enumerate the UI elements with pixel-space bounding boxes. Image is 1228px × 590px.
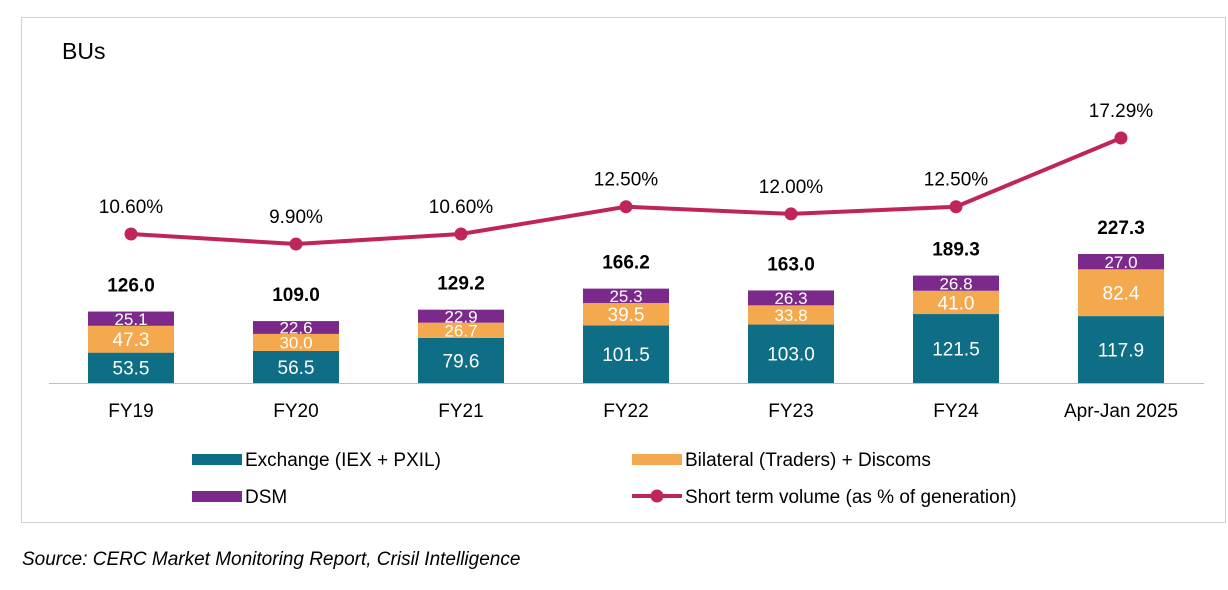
bar-value-label: 26.7 bbox=[444, 321, 477, 340]
bar-dsm bbox=[88, 311, 174, 326]
x-tick-label: FY24 bbox=[933, 401, 979, 422]
bar-value-label: 27.0 bbox=[1104, 253, 1137, 272]
y-axis-label: BUs bbox=[62, 38, 105, 64]
bar-dsm bbox=[913, 275, 999, 291]
legend-label: DSM bbox=[245, 487, 287, 508]
bar-dsm bbox=[583, 288, 669, 303]
bar-dsm bbox=[418, 309, 504, 323]
total-label: 166.2 bbox=[602, 253, 650, 274]
bar-value-label: 101.5 bbox=[602, 345, 650, 366]
line-series-path bbox=[130, 136, 1122, 247]
bar-exchange bbox=[913, 314, 999, 383]
line-point bbox=[454, 227, 468, 241]
bar-value-label: 103.0 bbox=[767, 345, 815, 366]
x-tick-label: FY20 bbox=[273, 401, 318, 422]
bar-value-label: 26.3 bbox=[774, 289, 807, 308]
line-value-label: 9.90% bbox=[269, 207, 323, 228]
legend-line-marker bbox=[650, 489, 664, 503]
bar-value-label: 117.9 bbox=[1098, 340, 1144, 361]
bar-value-label: 53.5 bbox=[113, 359, 150, 380]
x-tick-label: FY19 bbox=[108, 401, 153, 422]
bar-value-label: 39.5 bbox=[608, 305, 645, 326]
bar-value-label: 22.6 bbox=[279, 319, 312, 338]
chart-frame: BUs 53.5 47.3 25.1 126.0 FY19 56.5 30.0 22.6 109.… bbox=[21, 17, 1226, 523]
line-point bbox=[289, 237, 303, 251]
bar-dsm bbox=[1078, 254, 1164, 270]
total-label: 126.0 bbox=[107, 276, 155, 297]
bar-value-label: 30.0 bbox=[279, 334, 312, 353]
x-tick-label: FY22 bbox=[603, 401, 648, 422]
total-label: 129.2 bbox=[437, 274, 485, 295]
line-point bbox=[619, 200, 633, 214]
bar-bilateral bbox=[583, 302, 669, 326]
bar-bilateral bbox=[748, 305, 834, 325]
line-point bbox=[949, 200, 963, 214]
legend-label: Exchange (IEX + PXIL) bbox=[245, 450, 441, 471]
line-value-label: 10.60% bbox=[429, 197, 494, 218]
bar-dsm bbox=[253, 321, 339, 334]
legend-label: Short term volume (as % of generation) bbox=[685, 487, 1017, 508]
bar-bilateral bbox=[1078, 269, 1164, 317]
bar-dsm bbox=[748, 290, 834, 306]
source-note: Source: CERC Market Monitoring Report, C… bbox=[22, 549, 521, 570]
bar-exchange bbox=[748, 324, 834, 383]
line-value-label: 10.60% bbox=[99, 197, 164, 218]
line-point bbox=[784, 207, 798, 221]
line-point bbox=[1114, 131, 1128, 145]
total-label: 189.3 bbox=[932, 240, 980, 261]
legend-swatch bbox=[632, 454, 682, 465]
line-value-label: 12.50% bbox=[594, 170, 659, 191]
legend-swatch bbox=[192, 454, 242, 465]
line-value-label: 17.29% bbox=[1089, 101, 1154, 122]
total-label: 227.3 bbox=[1097, 218, 1145, 239]
line-value-label: 12.00% bbox=[759, 177, 824, 198]
legend-swatch bbox=[192, 491, 242, 502]
bar-bilateral bbox=[88, 325, 174, 353]
bar-value-label: 26.8 bbox=[939, 274, 972, 293]
bar-exchange bbox=[418, 337, 504, 383]
bar-exchange bbox=[1078, 316, 1164, 383]
bar-bilateral bbox=[418, 322, 504, 338]
line-value-label: 12.50% bbox=[924, 170, 989, 191]
bar-exchange bbox=[583, 325, 669, 383]
line-point bbox=[124, 227, 138, 241]
bar-value-label: 33.8 bbox=[774, 306, 807, 325]
bar-value-label: 22.9 bbox=[444, 307, 477, 326]
chart-svg: BUs 53.5 47.325.1 126.0 FY19 56.5 30.022.6 109.… bbox=[49, 38, 1204, 508]
x-tick-label: FY21 bbox=[438, 401, 483, 422]
legend-label: Bilateral (Traders) + Discoms bbox=[685, 450, 931, 471]
bar-value-label: 121.5 bbox=[932, 339, 980, 360]
bar-value-label: 47.3 bbox=[113, 330, 150, 351]
bar-bilateral bbox=[253, 333, 339, 351]
bar-value-label: 25.1 bbox=[114, 310, 147, 329]
bar-value-label: 79.6 bbox=[443, 351, 480, 372]
bar-value-label: 25.3 bbox=[609, 287, 642, 306]
total-label: 163.0 bbox=[767, 254, 815, 275]
bar-exchange bbox=[88, 352, 174, 383]
total-label: 109.0 bbox=[272, 285, 320, 306]
bar-bilateral bbox=[913, 290, 999, 315]
bar-exchange bbox=[253, 350, 339, 383]
bar-value-label: 82.4 bbox=[1103, 284, 1140, 305]
x-tick-label: Apr-Jan 2025 bbox=[1064, 401, 1178, 422]
bar-value-label: 56.5 bbox=[278, 358, 315, 379]
x-tick-label: FY23 bbox=[768, 401, 813, 422]
bar-value-label: 41.0 bbox=[938, 293, 975, 314]
